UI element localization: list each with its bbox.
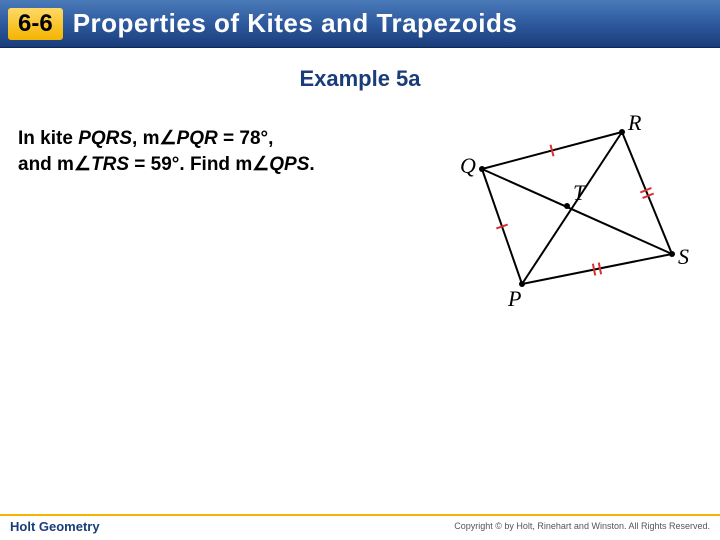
problem-text: In kite PQRS, m∠PQR = 78°, and m∠TRS = 5… [18,114,452,177]
section-badge: 6-6 [8,8,63,40]
t6: . [309,154,314,175]
t2: , m∠ [132,128,177,149]
t3: = 78°, [218,128,274,149]
angle3: QPS [269,154,309,175]
header-bar: 6-6 Properties of Kites and Trapezoids [0,0,720,48]
footer-brand: Holt Geometry [10,519,100,534]
svg-text:T: T [573,180,587,205]
example-title: Example 5a [0,66,720,92]
svg-text:R: R [627,114,642,135]
header-title: Properties of Kites and Trapezoids [73,8,518,39]
angle1: PQR [177,128,218,149]
svg-text:P: P [507,286,521,311]
t4: and m∠ [18,154,91,175]
t1: In kite [18,128,78,149]
content-row: In kite PQRS, m∠PQR = 78°, and m∠TRS = 5… [0,114,720,314]
kite-name: PQRS [78,128,132,149]
svg-text:S: S [678,244,689,269]
angle2: TRS [91,154,129,175]
svg-text:Q: Q [460,153,476,178]
t5: = 59°. Find m∠ [129,154,269,175]
footer: Holt Geometry Copyright © by Holt, Rineh… [0,514,720,540]
footer-copyright: Copyright © by Holt, Rinehart and Winsto… [454,521,710,531]
kite-diagram: Q R P S T [452,114,702,314]
